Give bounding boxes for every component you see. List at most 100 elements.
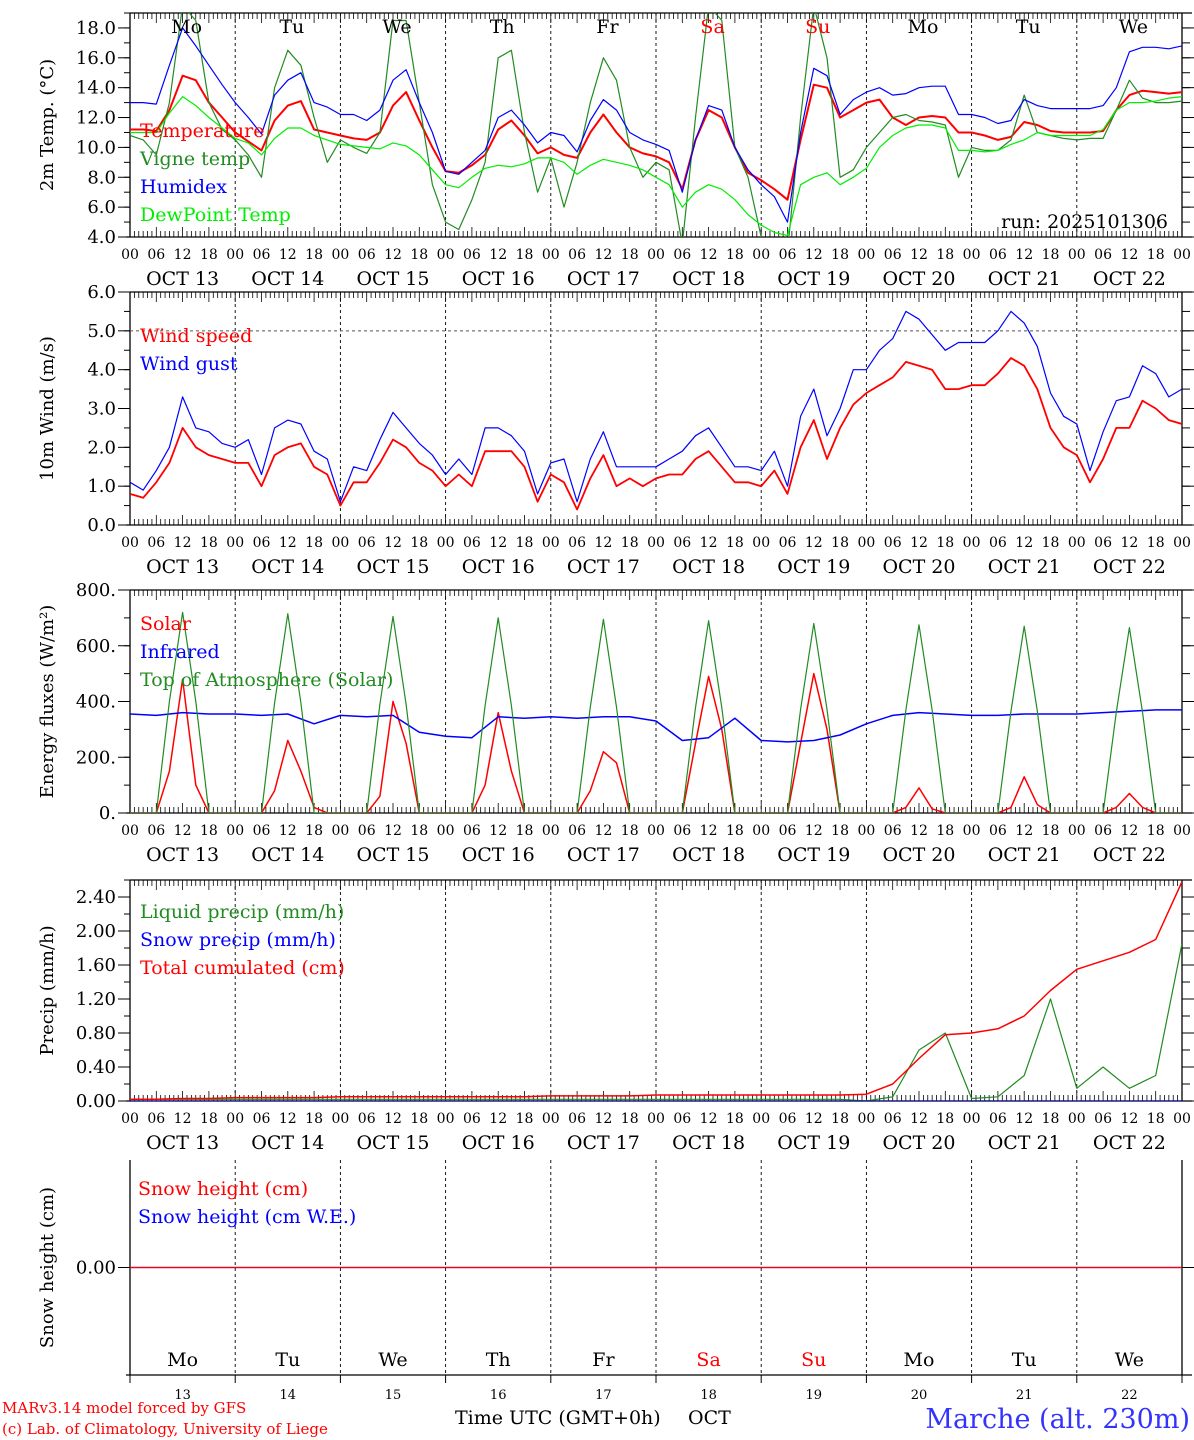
hour-label: 06: [779, 247, 797, 263]
hour-label: 06: [1094, 823, 1112, 839]
legend-entry: Total cumulated (cm): [140, 957, 345, 979]
hour-label: 06: [884, 1111, 902, 1127]
hour-label: 18: [831, 823, 849, 839]
hour-label: 06: [989, 535, 1007, 551]
hour-label: 00: [963, 823, 981, 839]
run-label: run: 2025101306: [1001, 211, 1168, 233]
hour-label: 06: [568, 1111, 586, 1127]
panel-5: 0.00 Snow height (cm) Snow height (cm) Snow…: [37, 1160, 1194, 1383]
hour-label: 00: [437, 247, 455, 263]
legend-entry: Solar: [140, 613, 192, 635]
legend-entry: Vigne temp: [139, 148, 250, 170]
hour-label: 00: [121, 535, 139, 551]
hour-label: 12: [700, 823, 718, 839]
hour-label: 06: [1094, 535, 1112, 551]
hour-label: 12: [805, 247, 823, 263]
y-axis-label: Energy fluxes (W/m²): [37, 605, 58, 799]
hour-label: 18: [305, 1111, 323, 1127]
y-tick-label: 0.: [99, 803, 116, 824]
hour-label: 12: [174, 1111, 192, 1127]
hour-label: 06: [1094, 247, 1112, 263]
hour-label: 12: [594, 535, 612, 551]
day-number: 20: [911, 1388, 928, 1403]
day-number: 13: [174, 1388, 191, 1403]
y-tick-label: 4.0: [87, 227, 116, 248]
y-tick-label: 12.0: [76, 108, 116, 129]
hour-label: 06: [253, 823, 271, 839]
lab-credit: (c) Lab. of Climatology, University of L…: [2, 1420, 328, 1438]
hour-label: 12: [1120, 247, 1138, 263]
date-label: OCT 22: [1093, 1132, 1166, 1154]
date-label: OCT 14: [251, 1132, 324, 1154]
station-name: Marche (alt. 230m): [925, 1404, 1190, 1435]
legend-entry: Temperature: [140, 120, 264, 142]
hour-label: 06: [779, 823, 797, 839]
hour-label: 00: [331, 535, 349, 551]
hour-label: 18: [1147, 1111, 1165, 1127]
hour-label: 12: [174, 247, 192, 263]
day-number: 15: [385, 1388, 402, 1403]
legend-entry: Infrared: [140, 641, 220, 663]
hour-label: 12: [174, 535, 192, 551]
y-tick-label: 4.0: [87, 360, 116, 381]
hour-label: 06: [358, 823, 376, 839]
y-tick-label: 16.0: [76, 48, 116, 69]
date-label: OCT 13: [146, 1132, 219, 1154]
legend-entry: Snow precip (mm/h): [140, 929, 336, 951]
date-label: OCT 21: [988, 556, 1061, 578]
date-label: OCT 22: [1093, 556, 1166, 578]
y-tick-label: 2.40: [76, 887, 116, 908]
date-label: OCT 18: [672, 556, 745, 578]
hour-label: 00: [1173, 535, 1191, 551]
hour-label: 12: [489, 823, 507, 839]
y-tick-label: 14.0: [76, 78, 116, 99]
hour-label: 06: [568, 823, 586, 839]
hour-label: 18: [516, 823, 534, 839]
weekday-label: Mo: [171, 16, 202, 38]
hour-label: 18: [200, 823, 218, 839]
panel-3: 0. 200. 400. 600. 800. Energy fluxes (W/m²) So…: [37, 580, 1194, 866]
weekday-label: We: [1115, 1349, 1144, 1371]
hour-label: 18: [1147, 535, 1165, 551]
weekday-label: Mo: [167, 1349, 198, 1371]
weekday-label: Tu: [279, 16, 304, 38]
date-label: OCT 16: [462, 844, 535, 866]
hour-label: 12: [279, 1111, 297, 1127]
hour-label: 12: [594, 247, 612, 263]
hour-label: 12: [910, 823, 928, 839]
hour-label: 12: [489, 1111, 507, 1127]
series-line-liquid-precip-mm-h-: [130, 943, 1182, 1101]
hour-label: 18: [410, 823, 428, 839]
x-axis-title: Time UTC (GMT+0h): [455, 1407, 661, 1429]
y-tick-label: 1.0: [87, 476, 116, 497]
y-tick-label: 3.0: [87, 399, 116, 420]
hour-label: 12: [489, 247, 507, 263]
date-label: OCT 16: [462, 556, 535, 578]
hour-label: 12: [910, 1111, 928, 1127]
hour-label: 18: [1042, 247, 1060, 263]
hour-label: 00: [121, 247, 139, 263]
hour-label: 00: [437, 823, 455, 839]
date-label: OCT 18: [672, 844, 745, 866]
y-tick-label: 600.: [76, 636, 116, 657]
weekday-label: Th: [490, 16, 515, 38]
y-tick-label: 0.00: [76, 1091, 116, 1112]
hour-label: 06: [147, 247, 165, 263]
series-line-top-of-atmosphere-solar-: [130, 611, 1182, 813]
hour-label: 06: [989, 247, 1007, 263]
y-tick-label: 0.0: [87, 515, 116, 536]
hour-label: 06: [463, 823, 481, 839]
day-number: 16: [490, 1388, 507, 1403]
y-tick-label: 1.20: [76, 989, 116, 1010]
hour-label: 00: [331, 1111, 349, 1127]
date-label: OCT 17: [567, 1132, 640, 1154]
date-label: OCT 16: [462, 1132, 535, 1154]
weekday-label: Tu: [1016, 16, 1041, 38]
series-line-dewpoint-temp: [130, 95, 1182, 237]
weekday-label: Mo: [908, 16, 939, 38]
hour-label: 18: [200, 535, 218, 551]
weekday-label: Tu: [275, 1349, 300, 1371]
hour-label: 06: [884, 823, 902, 839]
hour-label: 00: [752, 247, 770, 263]
hour-label: 06: [989, 823, 1007, 839]
